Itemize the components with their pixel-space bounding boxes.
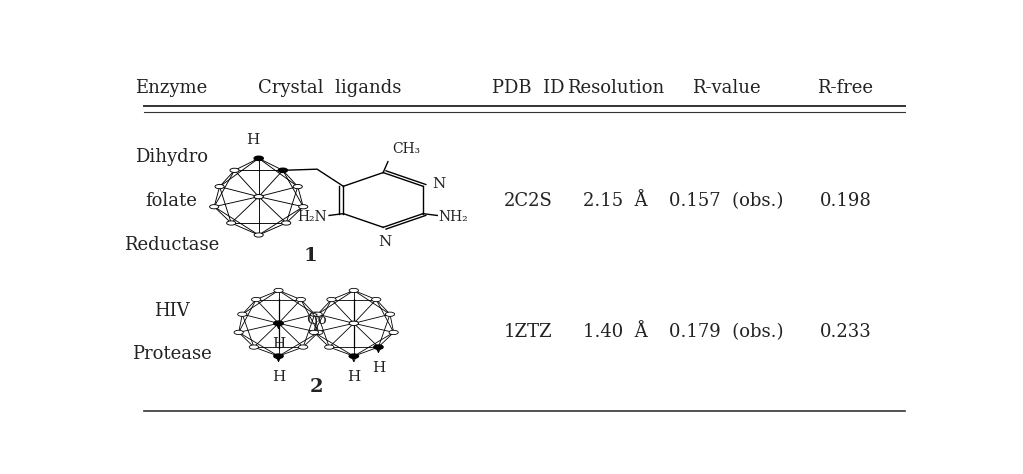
Circle shape (210, 205, 219, 209)
Text: H: H (371, 361, 385, 374)
Text: H₂N: H₂N (298, 210, 327, 224)
Circle shape (297, 297, 306, 301)
Circle shape (254, 233, 263, 237)
Circle shape (371, 297, 381, 301)
Circle shape (274, 288, 283, 292)
Text: 0.157  (obs.): 0.157 (obs.) (669, 192, 784, 210)
Circle shape (373, 345, 383, 349)
Text: folate: folate (145, 192, 197, 210)
Text: Protease: Protease (132, 346, 212, 364)
Circle shape (274, 321, 283, 326)
Text: 2.15  Å: 2.15 Å (583, 192, 648, 210)
Text: 2: 2 (310, 378, 323, 396)
Circle shape (349, 354, 358, 358)
Text: Co: Co (306, 313, 326, 327)
Circle shape (389, 330, 398, 335)
Circle shape (313, 312, 322, 316)
Circle shape (324, 345, 333, 349)
Circle shape (278, 168, 287, 173)
Text: H: H (347, 370, 360, 384)
Circle shape (274, 354, 283, 358)
Circle shape (230, 168, 239, 173)
Circle shape (254, 156, 263, 161)
Circle shape (299, 205, 308, 209)
Text: PDB  ID: PDB ID (492, 79, 565, 97)
Text: R-value: R-value (693, 79, 761, 97)
Circle shape (310, 312, 319, 316)
Circle shape (349, 321, 358, 326)
Circle shape (281, 221, 291, 225)
Circle shape (294, 184, 303, 189)
Text: NH₂: NH₂ (439, 210, 469, 224)
Circle shape (250, 345, 259, 349)
Text: 1ZTZ: 1ZTZ (504, 323, 552, 341)
Circle shape (326, 297, 337, 301)
Text: Reductase: Reductase (124, 236, 219, 254)
Text: 0.198: 0.198 (819, 192, 872, 210)
Circle shape (215, 184, 224, 189)
Circle shape (254, 194, 263, 199)
Text: Crystal  ligands: Crystal ligands (259, 79, 402, 97)
Text: 1: 1 (304, 247, 317, 265)
Circle shape (299, 345, 308, 349)
Text: HIV: HIV (153, 301, 189, 319)
Text: 2C2S: 2C2S (503, 192, 552, 210)
Text: 0.179  (obs.): 0.179 (obs.) (669, 323, 784, 341)
Circle shape (274, 321, 283, 326)
Circle shape (349, 321, 358, 326)
Circle shape (252, 297, 261, 301)
Text: Resolution: Resolution (567, 79, 664, 97)
Circle shape (314, 330, 323, 335)
Text: CH₃: CH₃ (392, 142, 420, 156)
Text: H: H (246, 133, 259, 146)
Text: H: H (272, 370, 285, 384)
Text: Dihydro: Dihydro (135, 148, 208, 166)
Circle shape (234, 330, 243, 335)
Text: N: N (379, 236, 392, 249)
Text: H: H (272, 337, 285, 351)
Circle shape (227, 221, 235, 225)
Text: N: N (433, 177, 446, 191)
Circle shape (386, 312, 395, 316)
Text: Enzyme: Enzyme (135, 79, 208, 97)
Circle shape (237, 312, 247, 316)
Circle shape (349, 288, 358, 292)
Circle shape (309, 330, 318, 335)
Circle shape (254, 194, 263, 199)
Text: 0.233: 0.233 (819, 323, 872, 341)
Text: R-free: R-free (817, 79, 874, 97)
Text: 1.40  Å: 1.40 Å (583, 323, 648, 341)
